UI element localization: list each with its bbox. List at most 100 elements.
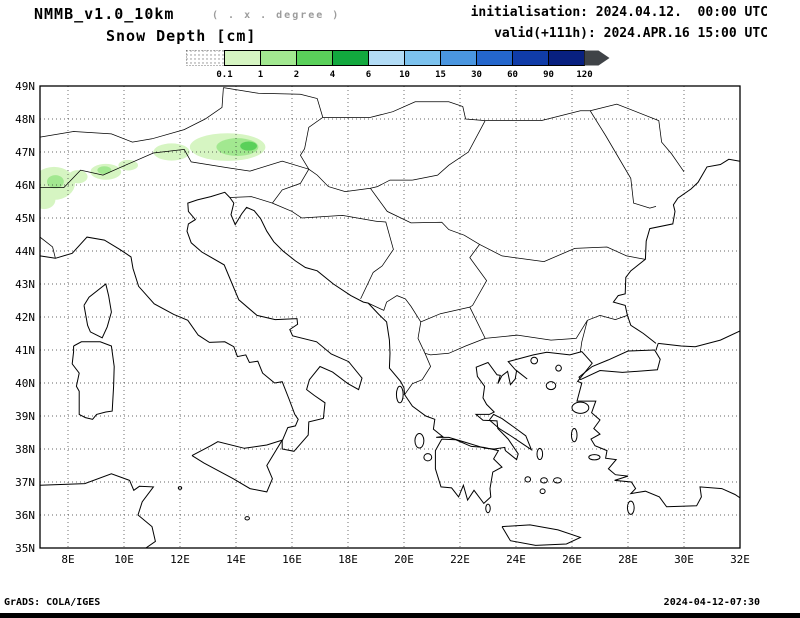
lon-tick-label: 14E bbox=[226, 553, 246, 566]
legend-scale: 0.1 1 2 4 6 10 15 30 60 90 120 bbox=[186, 50, 610, 80]
island bbox=[555, 364, 562, 372]
valid-time: valid(+111h): 2024.APR.16 15:00 UTC bbox=[494, 26, 768, 41]
model-title: NMMB_v1.0_10km bbox=[34, 5, 175, 23]
coastline bbox=[658, 330, 740, 348]
legend-boundary-label: 0.1 bbox=[216, 70, 232, 80]
legend-boundary-label: 30 bbox=[471, 70, 482, 80]
lon-tick-label: 28E bbox=[618, 553, 638, 566]
island bbox=[414, 432, 425, 449]
lon-tick-label: 12E bbox=[170, 553, 190, 566]
legend-overflow-arrow bbox=[584, 50, 610, 66]
coastline bbox=[434, 438, 503, 505]
coastline bbox=[229, 197, 582, 461]
country-border bbox=[40, 87, 224, 143]
island bbox=[244, 516, 250, 521]
country-border bbox=[322, 101, 486, 121]
country-border bbox=[370, 188, 645, 262]
country-border bbox=[40, 236, 56, 259]
lon-tick-label: 8E bbox=[61, 553, 74, 566]
country-border bbox=[485, 110, 657, 209]
island bbox=[177, 486, 183, 490]
legend-color-segment bbox=[404, 50, 441, 66]
grads-credit: GrADS: COLA/IGES bbox=[4, 597, 101, 608]
country-border bbox=[272, 202, 377, 222]
lat-tick-label: 49N bbox=[15, 80, 35, 93]
country-border bbox=[404, 353, 432, 395]
initialisation-time: initialisation: 2024.04.12. 00:00 UTC bbox=[470, 5, 768, 20]
island bbox=[539, 488, 546, 495]
coastline bbox=[578, 349, 661, 381]
coastline bbox=[40, 473, 156, 548]
lon-tick-label: 22E bbox=[450, 553, 470, 566]
country-border bbox=[308, 168, 413, 192]
lon-tick-label: 32E bbox=[730, 553, 750, 566]
coastline bbox=[655, 343, 659, 351]
legend-boundary-label: 10 bbox=[399, 70, 410, 80]
lon-tick-label: 10E bbox=[114, 553, 134, 566]
latlon-grid-layer bbox=[40, 85, 741, 549]
lat-tick-label: 42N bbox=[15, 311, 35, 324]
island bbox=[570, 428, 578, 443]
bottom-edge-bar bbox=[0, 613, 800, 618]
island bbox=[524, 476, 532, 483]
color-legend: 0.1 1 2 4 6 10 15 30 60 90 120 bbox=[186, 50, 618, 86]
coastline bbox=[83, 283, 112, 339]
island bbox=[395, 385, 404, 404]
lat-tick-label: 39N bbox=[15, 410, 35, 423]
country-border bbox=[40, 148, 309, 188]
snow-contour bbox=[40, 190, 56, 210]
lon-tick-label: 20E bbox=[394, 553, 414, 566]
coastline bbox=[71, 341, 115, 420]
snow-contour bbox=[47, 175, 64, 189]
lat-tick-label: 46N bbox=[15, 179, 35, 192]
lat-tick-label: 41N bbox=[15, 344, 35, 357]
island bbox=[545, 381, 557, 391]
island bbox=[588, 454, 601, 461]
coastline bbox=[612, 158, 740, 344]
coastline bbox=[191, 439, 284, 493]
island bbox=[485, 503, 491, 514]
country-border bbox=[587, 315, 628, 321]
coastline bbox=[40, 191, 363, 452]
legend-below-min-box bbox=[186, 50, 225, 66]
legend-color-segment bbox=[332, 50, 369, 66]
country-border bbox=[368, 295, 422, 323]
lat-tick-label: 44N bbox=[15, 245, 35, 258]
map-area: 8E 10E 12E 14E 16E 18E 20E 22E 24E 26E 28E 30E 32E 49… bbox=[0, 78, 760, 570]
country-border bbox=[360, 220, 394, 300]
country-border bbox=[417, 306, 486, 356]
country-border bbox=[412, 120, 486, 181]
legend-color-segment bbox=[224, 50, 261, 66]
island bbox=[530, 356, 539, 365]
axis-tick-labels: 8E 10E 12E 14E 16E 18E 20E 22E 24E 26E 28E 30E 32E 49… bbox=[15, 80, 750, 566]
legend-color-segment bbox=[512, 50, 549, 66]
legend-boundary-label: 1 bbox=[258, 70, 263, 80]
lat-tick-label: 36N bbox=[15, 509, 35, 522]
island bbox=[540, 477, 548, 484]
legend-color-segment bbox=[476, 50, 513, 66]
lat-tick-label: 40N bbox=[15, 377, 35, 390]
map-canvas: 8E 10E 12E 14E 16E 18E 20E 22E 24E 26E 28E 30E 32E 49… bbox=[15, 80, 750, 566]
lon-tick-label: 24E bbox=[506, 553, 526, 566]
coastline bbox=[489, 413, 533, 452]
coastline bbox=[501, 524, 582, 546]
island bbox=[423, 453, 433, 462]
lat-tick-label: 37N bbox=[15, 476, 35, 489]
snow-contour bbox=[153, 143, 190, 161]
legend-boundary-label: 6 bbox=[366, 70, 371, 80]
snow-contour bbox=[118, 159, 138, 171]
legend-boundary-label: 90 bbox=[543, 70, 554, 80]
country-border bbox=[469, 244, 588, 341]
legend-boundary-label: 4 bbox=[330, 70, 336, 80]
snow-contour bbox=[240, 141, 257, 151]
snow-shading-layer bbox=[40, 133, 266, 210]
island bbox=[536, 447, 544, 461]
variable-title: Snow Depth [cm] bbox=[106, 27, 257, 45]
island bbox=[571, 401, 590, 414]
map-frame bbox=[39, 85, 741, 549]
legend-color-segment bbox=[296, 50, 333, 66]
geography-layer bbox=[40, 87, 740, 548]
lat-tick-label: 43N bbox=[15, 278, 35, 291]
legend-color-segment bbox=[440, 50, 477, 66]
legend-boundary-label: 60 bbox=[507, 70, 518, 80]
